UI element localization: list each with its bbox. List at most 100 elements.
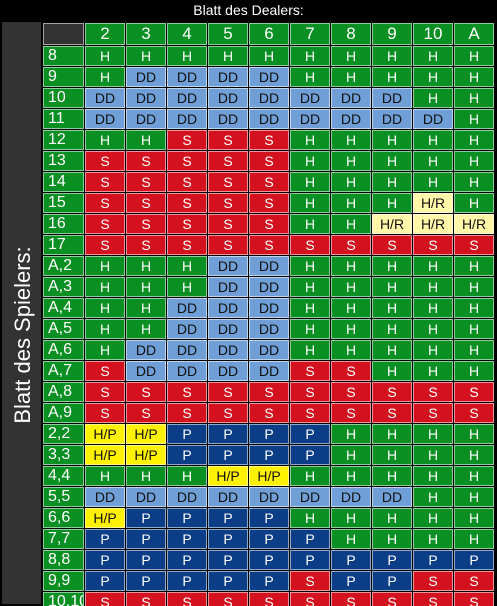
action-cell: H/R [413,214,453,234]
action-cell: DD [249,88,289,108]
action-cell: H [413,340,453,360]
action-cell: DD [249,487,289,507]
player-hand-row-13: 13 S S S S S H H H H H [43,151,494,171]
player-hand-label: 6,6 [43,508,84,528]
action-cell: H/P [85,424,125,444]
player-hand-label: 8 [43,46,84,66]
player-hand-title: Blatt des Spielers: [10,246,35,424]
action-cell: S [167,151,207,171]
action-cell: H [372,319,412,339]
action-cell: DD [167,67,207,87]
player-hand-row-a-6: A,6 H DD DD DD DD H H H H H [43,340,494,360]
action-cell: H [167,256,207,276]
action-cell: S [290,592,330,606]
action-cell: P [208,445,248,465]
action-cell: S [331,382,371,402]
action-cell: H [331,172,371,192]
action-cell: DD [249,361,289,381]
action-cell: DD [249,277,289,297]
action-cell: H [413,424,453,444]
action-cell: S [331,592,371,606]
action-cell: H [413,172,453,192]
player-hand-row-8-8: 8,8 P P P P P P P P P P [43,550,494,570]
action-cell: S [372,592,412,606]
action-cell: S [413,571,453,591]
action-cell: H [372,445,412,465]
action-cell: S [85,193,125,213]
action-cell: H [331,151,371,171]
action-cell: H [372,256,412,276]
action-cell: S [208,193,248,213]
action-cell: P [331,550,371,570]
action-cell: S [454,571,494,591]
action-cell: DD [167,319,207,339]
action-cell: DD [249,298,289,318]
action-cell: H [126,466,166,486]
action-cell: H/P [126,445,166,465]
action-cell: S [208,403,248,423]
action-cell: DD [249,67,289,87]
player-hand-label: A,3 [43,277,84,297]
action-cell: S [290,382,330,402]
action-cell: P [208,571,248,591]
action-cell: P [249,529,289,549]
action-cell: H [413,487,453,507]
action-cell: H [126,298,166,318]
action-cell: DD [126,67,166,87]
action-cell: H [372,151,412,171]
strategy-rows: 8 H H H H H H H H H H 9 H DD DD DD DD H H H H H 10 DD DD DD DD DD DD… [43,46,494,606]
action-cell: H [290,172,330,192]
action-cell: H [413,445,453,465]
action-cell: S [208,130,248,150]
action-cell: S [290,571,330,591]
action-cell: S [208,151,248,171]
action-cell: H [126,319,166,339]
action-cell: P [167,445,207,465]
action-cell: H [290,46,330,66]
action-cell: S [249,172,289,192]
action-cell: H [85,46,125,66]
action-cell: H [454,529,494,549]
action-cell: H [372,172,412,192]
action-cell: DD [249,256,289,276]
action-cell: H [454,46,494,66]
action-cell: H/P [85,508,125,528]
action-cell: H [290,277,330,297]
dealer-card-3: 3 [126,23,166,45]
action-cell: S [249,193,289,213]
action-cell: S [167,130,207,150]
action-cell: H [290,508,330,528]
player-hand-row-11: 11 DD DD DD DD DD DD DD DD DD H [43,109,494,129]
action-cell: H [372,529,412,549]
action-cell: DD [85,109,125,129]
action-cell: H [249,46,289,66]
player-hand-label: 3,3 [43,445,84,465]
action-cell: H [413,361,453,381]
action-cell: P [249,508,289,528]
action-cell: H [372,130,412,150]
action-cell: H [85,67,125,87]
action-cell: H [290,193,330,213]
player-hand-label: 4,4 [43,466,84,486]
action-cell: DD [208,298,248,318]
action-cell: H [290,130,330,150]
action-cell: H [331,46,371,66]
dealer-card-8: 8 [331,23,371,45]
action-cell: H [290,256,330,276]
action-cell: H [413,88,453,108]
player-hand-label: 13 [43,151,84,171]
action-cell: S [331,361,371,381]
action-cell: S [167,592,207,606]
action-cell: H [290,151,330,171]
action-cell: S [126,592,166,606]
action-cell: S [413,235,453,255]
action-cell: H [331,529,371,549]
player-hand-label: 15 [43,193,84,213]
action-cell: H [331,214,371,234]
action-cell: P [454,550,494,570]
player-hand-row-10-10: 10,10SSSSSSSSSS [43,592,494,606]
action-cell: S [249,130,289,150]
action-cell: H/P [85,445,125,465]
action-cell: S [454,382,494,402]
